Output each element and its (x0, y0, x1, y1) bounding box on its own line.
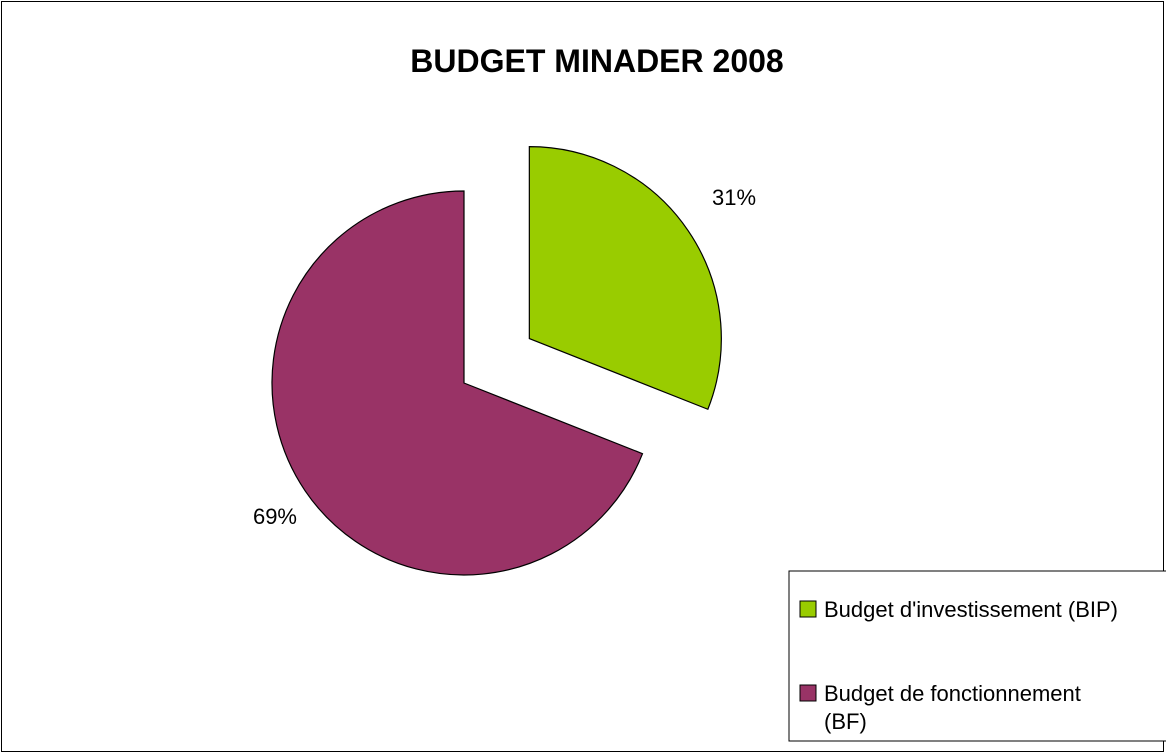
legend: Budget d'investissement (BIP) Budget de f… (788, 570, 1166, 742)
legend-box (788, 570, 1166, 742)
slice-label-1: 31% (712, 185, 756, 210)
legend-label-1: Budget d'investissement (BIP) (824, 597, 1118, 622)
pie-slice-1 (528, 145, 722, 411)
pie-slice-2 (271, 190, 644, 576)
legend-swatch-2 (799, 684, 817, 702)
legend-label-2: (BF) (824, 709, 867, 734)
legend-label-2: Budget de fonctionnement (824, 681, 1081, 706)
slice-label-2: 69% (253, 504, 297, 529)
chart-title: BUDGET MINADER 2008 (410, 43, 783, 79)
pie-plot: 31% 69% (253, 145, 756, 576)
legend-swatch-1 (799, 600, 817, 618)
